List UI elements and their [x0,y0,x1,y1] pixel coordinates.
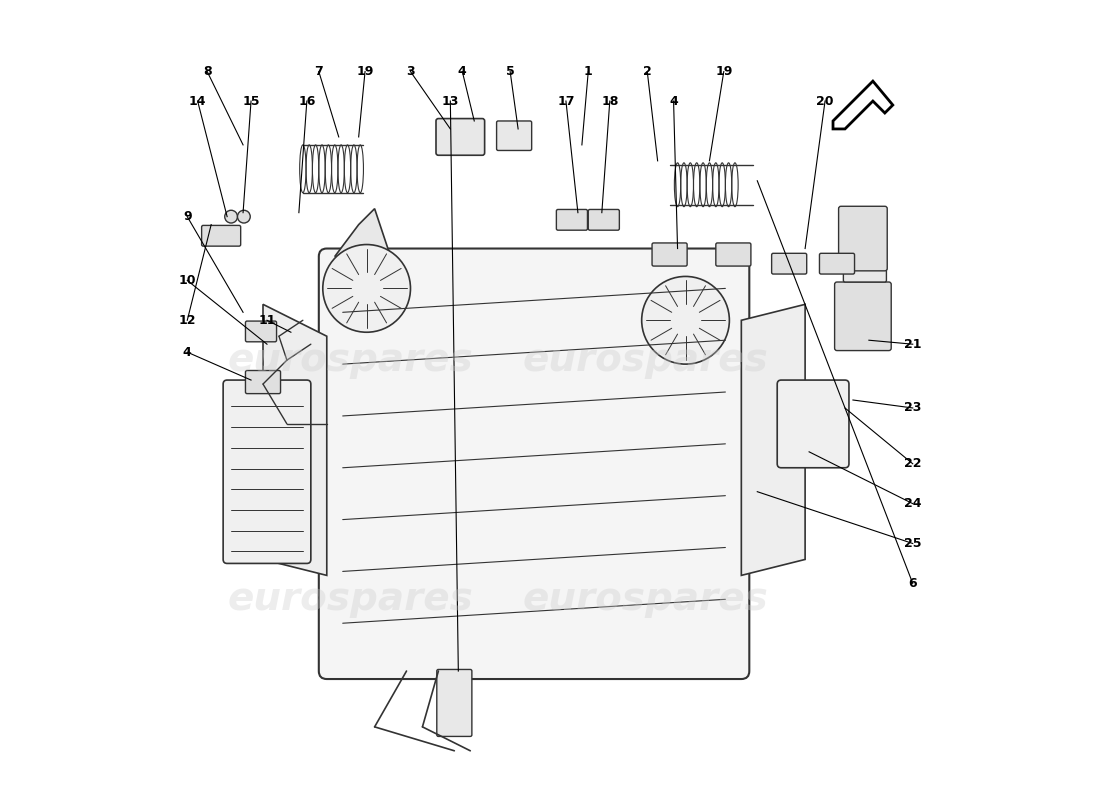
FancyBboxPatch shape [838,206,888,271]
Text: 19: 19 [715,65,733,78]
FancyBboxPatch shape [716,243,751,266]
Text: 25: 25 [904,537,922,550]
Text: 19: 19 [356,65,374,78]
Text: 24: 24 [904,497,922,510]
Polygon shape [833,81,893,129]
FancyBboxPatch shape [557,210,587,230]
Text: eurospares: eurospares [228,341,474,379]
Text: 4: 4 [458,65,466,78]
Text: 7: 7 [315,65,323,78]
Polygon shape [263,304,327,575]
FancyBboxPatch shape [496,121,531,150]
FancyBboxPatch shape [319,249,749,679]
Text: 5: 5 [506,65,515,78]
Text: 20: 20 [816,94,834,107]
Polygon shape [741,304,805,575]
Text: 6: 6 [909,577,917,590]
Text: 9: 9 [183,210,191,223]
Circle shape [224,210,238,223]
Text: 15: 15 [242,94,260,107]
FancyBboxPatch shape [201,226,241,246]
FancyBboxPatch shape [223,380,311,563]
Text: 18: 18 [601,94,618,107]
Text: 13: 13 [442,94,459,107]
FancyBboxPatch shape [820,254,855,274]
FancyBboxPatch shape [844,247,887,282]
Text: 23: 23 [904,402,922,414]
Text: 1: 1 [584,65,593,78]
FancyBboxPatch shape [245,370,280,394]
Text: 22: 22 [904,458,922,470]
FancyBboxPatch shape [437,670,472,737]
Text: 10: 10 [178,274,196,287]
Text: 11: 11 [258,314,276,326]
Circle shape [238,210,250,223]
Text: 8: 8 [202,65,211,78]
FancyBboxPatch shape [588,210,619,230]
Text: 16: 16 [298,94,316,107]
Text: 14: 14 [189,94,207,107]
FancyBboxPatch shape [652,243,688,266]
Text: 4: 4 [183,346,191,358]
Text: 17: 17 [558,94,574,107]
Circle shape [322,245,410,332]
Text: eurospares: eurospares [522,341,769,379]
Polygon shape [334,209,390,257]
Text: 3: 3 [406,65,415,78]
FancyBboxPatch shape [245,321,276,342]
Circle shape [641,277,729,364]
Text: eurospares: eurospares [522,580,769,618]
FancyBboxPatch shape [436,118,485,155]
FancyBboxPatch shape [835,282,891,350]
Text: 21: 21 [904,338,922,350]
FancyBboxPatch shape [771,254,806,274]
Text: 4: 4 [669,94,678,107]
Text: 12: 12 [178,314,196,326]
Text: eurospares: eurospares [228,580,474,618]
FancyBboxPatch shape [778,380,849,468]
Text: 2: 2 [642,65,651,78]
